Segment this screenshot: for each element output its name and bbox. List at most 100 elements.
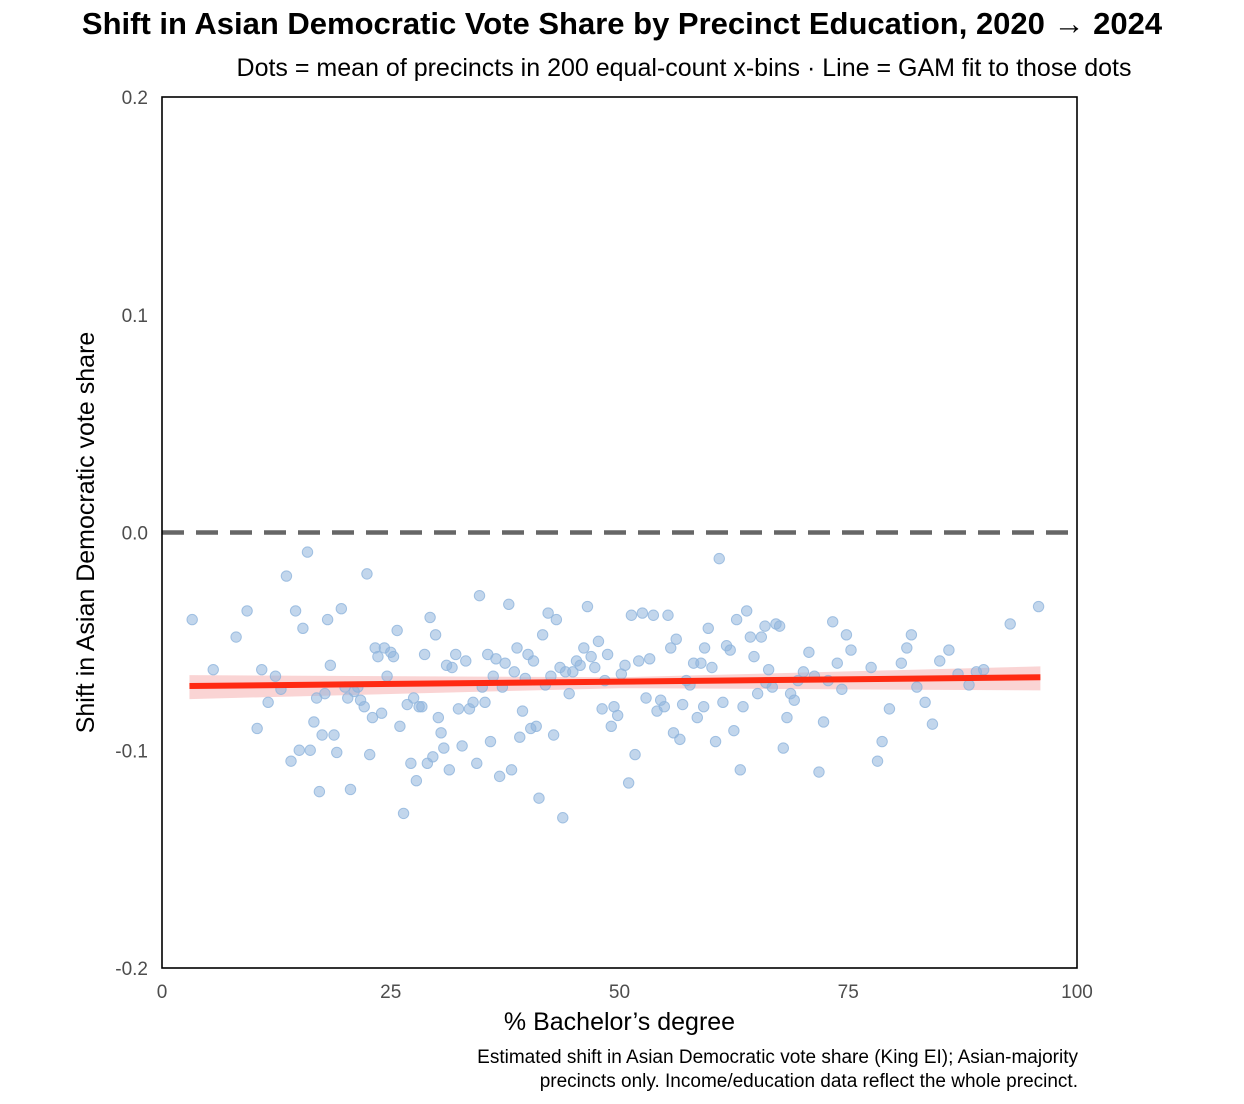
caption-line-2: precincts only. Income/education data re… [539,1071,1078,1092]
data-point [293,744,305,756]
data-point [394,720,406,732]
data-point [636,607,649,619]
data-point [674,733,686,746]
x-axis-title: % Bachelor’s degree [504,1008,735,1036]
data-point [817,716,830,728]
chart-subtitle: Dots = mean of precincts in 200 equal-co… [236,54,1132,82]
data-point [424,611,436,624]
data-point [737,701,749,713]
data-point [446,661,458,674]
data-point [919,696,931,709]
caption-line-1: Estimated shift in Asian Democratic vote… [477,1047,1078,1068]
data-point [358,701,370,713]
data-point [467,696,479,709]
data-point [589,661,601,674]
data-point [331,746,343,759]
chart-caption: Estimated shift in Asian Democratic vote… [477,1046,1078,1094]
data-point [262,696,274,709]
data-point [755,631,768,643]
x-tick-label: 0 [157,982,168,1003]
data-point [471,757,483,770]
data-point [533,792,545,804]
data-point [297,622,309,635]
data-point [557,812,569,824]
y-tick-label: 0.2 [122,88,148,109]
y-axis-title: Shift in Asian Democratic vote share [72,332,100,734]
data-point [706,661,718,674]
data-point [905,629,918,641]
data-point [773,620,786,632]
x-tick-label: 25 [380,982,401,1003]
data-point [427,751,439,763]
data-point [416,701,428,713]
x-tick-label: 50 [609,982,630,1003]
data-point [186,613,198,626]
data-point [207,663,219,676]
data-point [364,748,376,761]
data-point [316,729,328,741]
data-point [530,720,542,732]
data-point [592,635,605,648]
data-point [676,698,689,711]
data-point [728,724,740,737]
data-point [335,603,348,615]
data-point [578,642,590,654]
data-point [499,657,511,669]
data-point [581,600,594,613]
data-point [895,657,908,669]
data-point [901,642,913,654]
data-point [289,605,302,617]
data-point [943,644,955,656]
data-point [1032,600,1045,613]
data-point [542,607,554,619]
data-point [777,742,789,754]
data-point [269,670,282,682]
data-point [456,740,468,752]
data-point [280,570,293,582]
x-tick-label: 75 [838,982,859,1003]
data-point [831,657,843,669]
plot-frame [161,96,1078,969]
data-point [740,605,753,617]
data-point [410,775,423,787]
data-point [840,629,853,641]
data-point [611,709,624,722]
data-point [460,655,472,667]
data-point [625,609,638,621]
data-point [328,729,340,741]
data-point [230,631,242,643]
data-point [826,616,839,628]
data-point [601,648,614,661]
data-point [647,609,660,621]
data-point [536,629,549,641]
data-point [493,770,506,783]
data-point [748,650,760,663]
data-point [405,757,417,770]
data-point [934,655,946,667]
data-point [643,653,656,665]
fit-line-layer [189,674,1041,690]
data-point [435,727,447,739]
data-point [865,661,877,674]
data-point [505,764,518,776]
data-point [321,613,334,626]
data-point [744,631,757,643]
data-point [438,742,450,754]
data-point [285,755,297,767]
data-point [713,552,725,565]
data-point [698,642,711,654]
data-point [963,679,975,691]
data-point [662,609,674,621]
data-point [574,659,586,672]
data-point [803,646,815,658]
data-point [547,729,560,741]
data-point [977,663,990,676]
data-point [871,755,884,767]
data-point [313,785,326,798]
data-point [788,694,800,706]
data-point [381,670,393,682]
data-point [473,589,486,602]
data-point [717,696,729,709]
data-point [670,633,682,645]
data-point [619,659,631,672]
